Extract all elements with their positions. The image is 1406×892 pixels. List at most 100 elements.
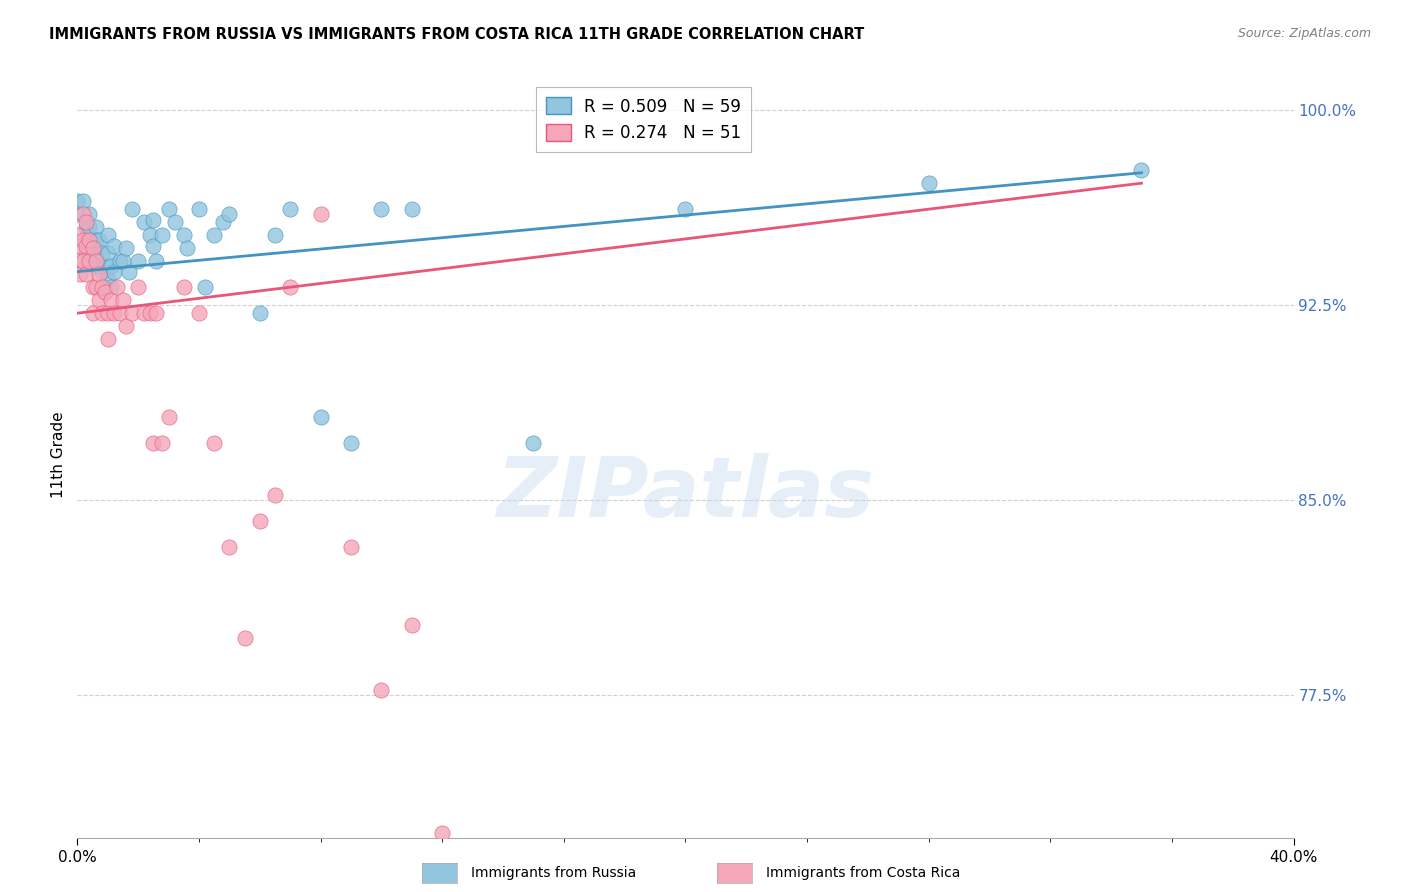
Point — [75, 220, 97, 235]
Point — [66, 207, 89, 221]
Point — [84, 254, 107, 268]
Point — [139, 228, 162, 243]
Point — [87, 293, 110, 308]
Point — [145, 306, 167, 320]
Point — [87, 260, 110, 274]
Point — [100, 293, 122, 308]
Point — [84, 220, 107, 235]
Point — [66, 254, 89, 268]
Point — [278, 202, 301, 217]
Point — [134, 215, 156, 229]
Point — [218, 207, 240, 221]
Point — [90, 306, 112, 320]
Point — [152, 228, 174, 243]
Point — [84, 233, 107, 247]
Point — [152, 436, 174, 450]
Point — [121, 202, 143, 217]
Point — [82, 280, 104, 294]
Point — [79, 207, 101, 221]
Point — [90, 264, 112, 278]
Point — [309, 410, 332, 425]
Point — [82, 233, 104, 247]
Point — [173, 280, 195, 294]
Point — [93, 285, 115, 300]
Point — [145, 254, 167, 268]
Point — [212, 215, 235, 229]
Point — [127, 254, 149, 268]
Point — [188, 202, 211, 217]
Point — [430, 826, 453, 840]
Point — [176, 241, 198, 255]
Point — [97, 228, 120, 243]
Point — [82, 246, 104, 260]
Point — [103, 264, 125, 278]
Point — [90, 280, 112, 294]
Point — [340, 436, 363, 450]
Point — [82, 241, 104, 255]
Y-axis label: 11th Grade: 11th Grade — [51, 411, 66, 499]
Point — [72, 233, 94, 247]
Text: ZIPatlas: ZIPatlas — [496, 453, 875, 533]
Point — [202, 228, 225, 243]
Point — [108, 254, 131, 268]
Point — [202, 436, 225, 450]
Point — [142, 238, 165, 252]
Point — [84, 260, 107, 274]
Text: Immigrants from Costa Rica: Immigrants from Costa Rica — [766, 866, 960, 880]
Point — [100, 280, 122, 294]
Point — [278, 280, 301, 294]
Point — [127, 280, 149, 294]
Point — [522, 436, 544, 450]
Point — [309, 207, 332, 221]
Point — [115, 241, 138, 255]
Point — [194, 280, 217, 294]
Point — [87, 233, 110, 247]
Point — [72, 254, 94, 268]
Point — [97, 332, 120, 346]
Point — [75, 267, 97, 281]
Point — [118, 264, 141, 278]
Point — [111, 254, 134, 268]
Point — [84, 280, 107, 294]
Point — [142, 436, 165, 450]
Text: IMMIGRANTS FROM RUSSIA VS IMMIGRANTS FROM COSTA RICA 11TH GRADE CORRELATION CHAR: IMMIGRANTS FROM RUSSIA VS IMMIGRANTS FRO… — [49, 27, 865, 42]
Text: Source: ZipAtlas.com: Source: ZipAtlas.com — [1237, 27, 1371, 40]
Point — [370, 202, 392, 217]
Point — [675, 202, 697, 217]
Point — [108, 306, 131, 320]
Point — [115, 319, 138, 334]
Point — [918, 176, 941, 190]
Point — [111, 293, 134, 308]
Point — [188, 306, 211, 320]
Point — [75, 246, 97, 260]
Point — [82, 306, 104, 320]
Point — [69, 238, 91, 252]
Point — [75, 260, 97, 274]
Point — [233, 632, 256, 646]
Point — [79, 233, 101, 247]
Point — [340, 540, 363, 554]
Point — [264, 228, 287, 243]
Point — [157, 202, 180, 217]
Legend: R = 0.509   N = 59, R = 0.274   N = 51: R = 0.509 N = 59, R = 0.274 N = 51 — [536, 87, 751, 152]
Point — [93, 285, 115, 300]
Point — [370, 683, 392, 698]
Point — [75, 238, 97, 252]
Point — [134, 306, 156, 320]
Point — [72, 207, 94, 221]
Point — [264, 488, 287, 502]
Point — [401, 202, 423, 217]
Point — [157, 410, 180, 425]
Point — [121, 306, 143, 320]
Point — [103, 238, 125, 252]
Point — [103, 306, 125, 320]
Point — [93, 260, 115, 274]
Point — [97, 246, 120, 260]
Point — [69, 267, 91, 281]
Point — [105, 280, 128, 294]
Point — [97, 272, 120, 286]
Point — [173, 228, 195, 243]
Point — [90, 246, 112, 260]
Point — [66, 194, 89, 209]
Point — [139, 306, 162, 320]
